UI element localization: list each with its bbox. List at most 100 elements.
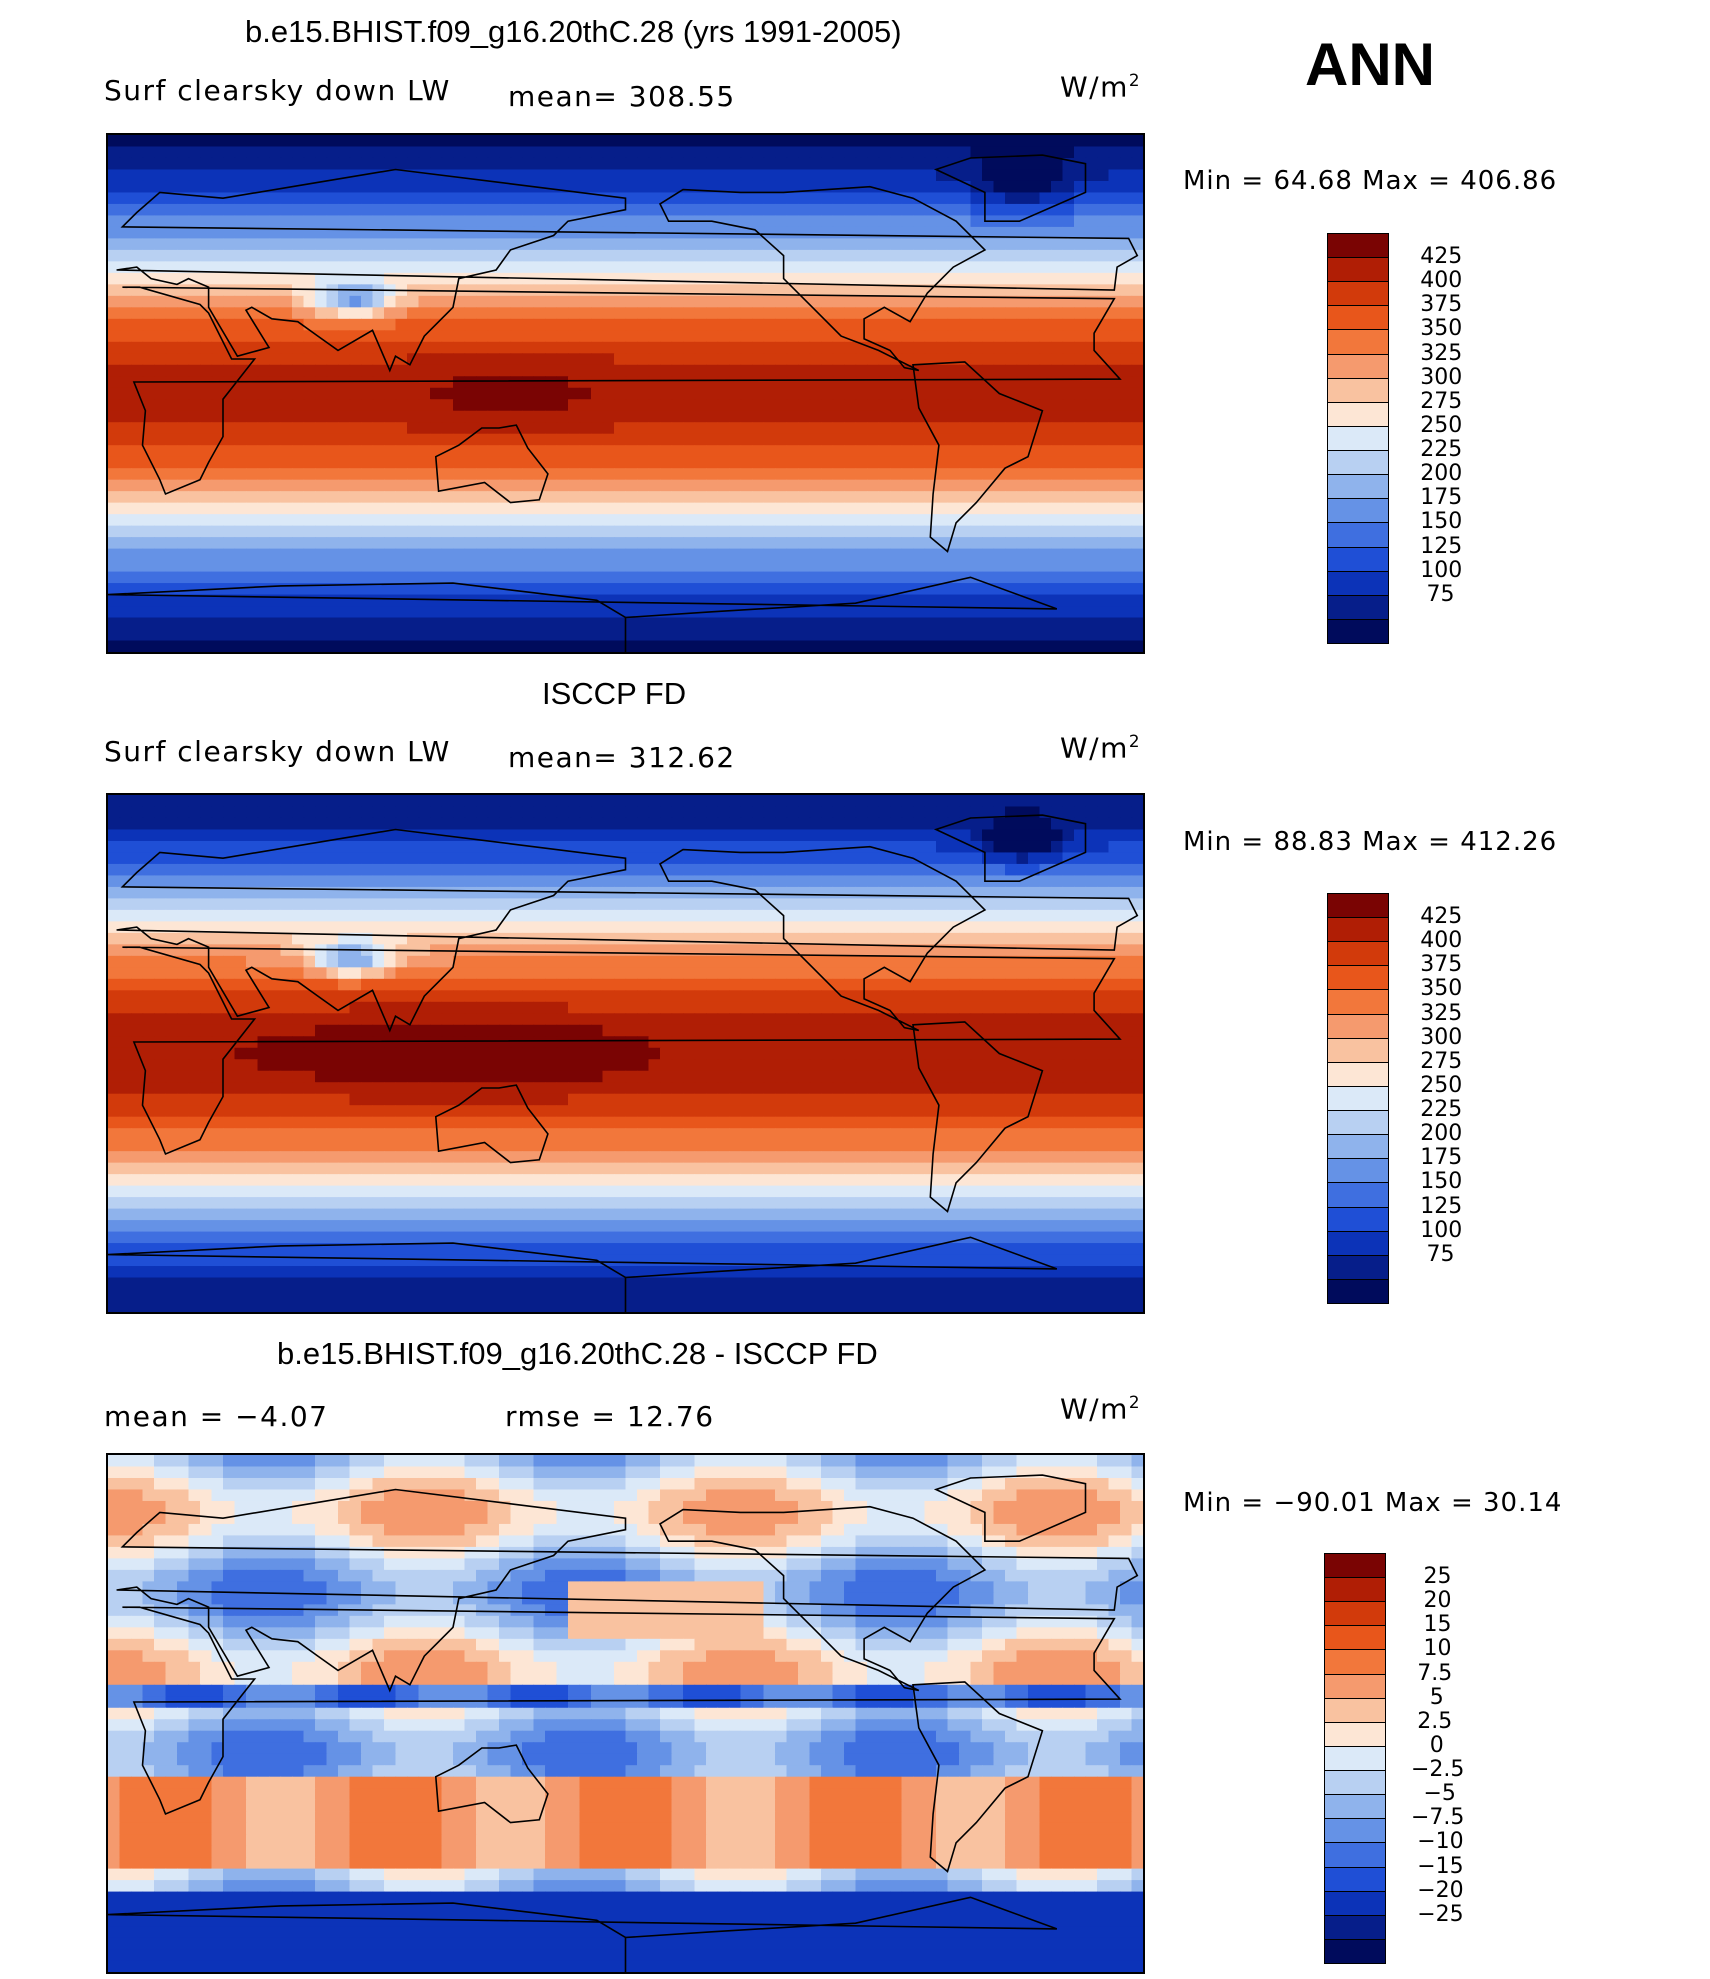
heatmap-cell xyxy=(487,135,500,148)
heatmap-cell xyxy=(165,817,178,831)
heatmap-cell xyxy=(384,875,397,888)
heatmap-cell xyxy=(372,376,385,389)
heatmap-cell xyxy=(453,548,466,561)
heatmap-cell xyxy=(154,169,167,182)
heatmap-cell xyxy=(579,135,592,148)
heatmap-cell xyxy=(142,829,155,842)
heatmap-cell xyxy=(648,617,661,630)
heatmap-cell xyxy=(579,192,592,205)
heatmap-cell xyxy=(280,341,293,354)
heatmap-cell xyxy=(510,502,523,515)
heatmap-cell xyxy=(108,364,121,377)
heatmap-cell xyxy=(418,795,431,808)
heatmap-cell xyxy=(453,479,466,492)
heatmap-cell xyxy=(901,272,914,285)
heatmap-cell xyxy=(786,318,799,331)
heatmap-cell xyxy=(269,169,282,182)
heatmap-cell xyxy=(625,376,638,389)
heatmap-cell xyxy=(315,341,328,354)
heatmap-cell xyxy=(1097,341,1110,354)
heatmap-cell xyxy=(476,491,489,504)
heatmap-cell xyxy=(1039,875,1052,888)
heatmap-cell xyxy=(568,399,581,412)
heatmap-cell xyxy=(234,491,247,504)
heatmap-cell xyxy=(568,410,581,423)
heatmap-cell xyxy=(763,886,776,899)
heatmap-cell xyxy=(108,157,121,171)
heatmap-cell xyxy=(234,479,247,492)
heatmap-cell xyxy=(809,445,822,458)
heatmap-cell xyxy=(694,468,707,481)
heatmap-cell xyxy=(798,640,811,652)
heatmap-cell xyxy=(970,341,983,354)
heatmap-cell xyxy=(499,514,512,527)
heatmap-cell xyxy=(108,502,121,515)
heatmap-cell xyxy=(706,491,719,504)
heatmap-cell xyxy=(568,192,581,205)
heatmap-cell xyxy=(798,295,811,308)
heatmap-cell xyxy=(740,525,753,538)
heatmap-cell xyxy=(487,215,500,228)
heatmap-cell xyxy=(1085,875,1098,888)
heatmap-cell xyxy=(1005,840,1018,854)
heatmap-cell xyxy=(545,364,558,377)
heatmap-cell xyxy=(154,829,167,842)
heatmap-cell xyxy=(1131,875,1143,888)
heatmap-cell xyxy=(154,445,167,458)
heatmap-cell xyxy=(1028,502,1041,515)
heatmap-cell xyxy=(315,560,328,573)
heatmap-cell xyxy=(660,571,673,584)
heatmap-cell xyxy=(499,226,512,239)
heatmap-cell xyxy=(740,548,753,561)
heatmap-cell xyxy=(729,548,742,561)
heatmap-cell xyxy=(522,525,535,538)
heatmap-cell xyxy=(660,307,673,320)
heatmap-cell xyxy=(1085,422,1098,435)
heatmap-cell xyxy=(648,829,661,842)
heatmap-cell xyxy=(430,640,443,652)
heatmap-cell xyxy=(1051,875,1064,888)
heatmap-cell xyxy=(660,135,673,148)
heatmap-cell xyxy=(740,863,753,877)
heatmap-cell xyxy=(292,852,305,865)
heatmap-cell xyxy=(269,617,282,630)
heatmap-cell xyxy=(418,594,431,607)
heatmap-cell xyxy=(476,852,489,865)
heatmap-cell xyxy=(855,548,868,561)
heatmap-cell xyxy=(142,295,155,308)
heatmap-cell xyxy=(1051,215,1064,228)
heatmap-cell xyxy=(579,898,592,911)
heatmap-cell xyxy=(154,795,167,808)
heatmap-cell xyxy=(315,422,328,435)
heatmap-cell xyxy=(292,806,305,819)
heatmap-cell xyxy=(832,272,845,285)
heatmap-cell xyxy=(1051,284,1064,297)
heatmap-cell xyxy=(177,249,190,262)
heatmap-cell xyxy=(1062,272,1075,285)
heatmap-cell xyxy=(867,422,880,435)
heatmap-cell xyxy=(568,514,581,527)
heatmap-cell xyxy=(223,468,236,481)
heatmap-cell xyxy=(625,795,638,808)
heatmap-cell xyxy=(890,795,903,808)
heatmap-cell xyxy=(890,548,903,561)
heatmap-cell xyxy=(579,249,592,262)
heatmap-cell xyxy=(338,169,351,182)
heatmap-cell xyxy=(1085,571,1098,584)
heatmap-cell xyxy=(280,146,293,159)
colorbar-tick-label: 250 xyxy=(1420,412,1463,438)
heatmap-cell xyxy=(625,468,638,481)
heatmap-cell xyxy=(1074,330,1087,343)
heatmap-cell xyxy=(844,491,857,504)
heatmap-cell xyxy=(533,353,546,366)
coastline xyxy=(434,424,549,504)
heatmap-cell xyxy=(441,886,454,899)
heatmap-cell xyxy=(1016,537,1029,550)
heatmap-cell xyxy=(982,203,995,217)
heatmap-cell xyxy=(660,353,673,366)
heatmap-cell xyxy=(315,307,328,320)
heatmap-cell xyxy=(292,491,305,504)
heatmap-cell xyxy=(1108,410,1121,423)
heatmap-cell xyxy=(108,594,121,607)
heatmap-cell xyxy=(579,146,592,159)
